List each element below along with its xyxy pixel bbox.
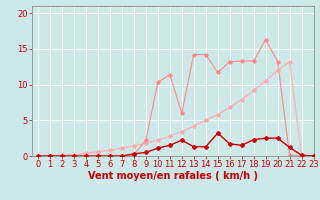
X-axis label: Vent moyen/en rafales ( km/h ): Vent moyen/en rafales ( km/h ) [88,171,258,181]
